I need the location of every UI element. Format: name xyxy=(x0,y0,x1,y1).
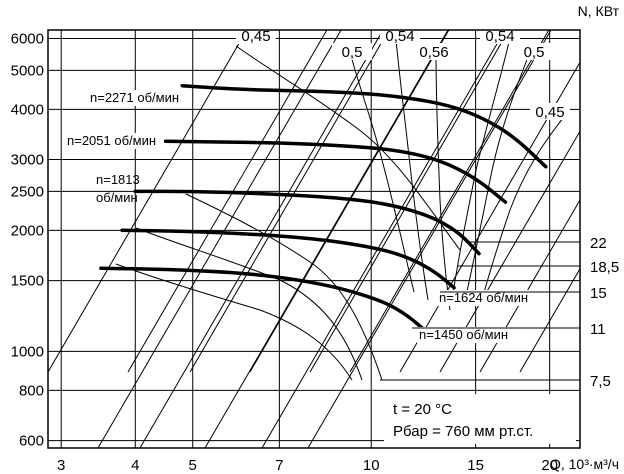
performance-curve xyxy=(120,228,456,290)
y-tick-label: 5000 xyxy=(11,62,44,79)
y-axis-label: N, КВт xyxy=(578,3,620,19)
efficiency-label-bg xyxy=(514,43,554,60)
speed-line xyxy=(261,29,506,449)
x-tick-label: 15 xyxy=(467,457,484,474)
speed-line xyxy=(307,29,552,449)
efficiency-label: 0,5 xyxy=(342,44,363,61)
speed-line xyxy=(479,199,581,373)
efficiency-label: 0,45 xyxy=(241,28,270,45)
plot-frame xyxy=(47,29,581,449)
efficiency-line xyxy=(481,111,569,301)
pressure-note: Pбар = 760 мм рт.ст. xyxy=(393,423,533,440)
x-tick-label: 20 xyxy=(541,457,558,474)
efficiency-label-bg xyxy=(530,103,570,120)
speed-line xyxy=(519,268,581,373)
efficiency-label-bg xyxy=(414,43,454,60)
y-tick-label: 1000 xyxy=(11,343,44,360)
efficiency-line xyxy=(395,39,429,301)
speed-line xyxy=(139,29,384,449)
x-axis-label: Q, 10³·м³/ч xyxy=(550,456,619,472)
speed-line xyxy=(309,29,510,373)
power-arc xyxy=(185,193,383,381)
curve-label: об/мин xyxy=(96,190,138,205)
speed-line xyxy=(97,29,342,449)
performance-curve xyxy=(180,83,548,169)
performance-curves: n=2271 об/мин n=2051 об/мин n=1813 об/мин n=… xyxy=(65,83,548,343)
speed-line xyxy=(47,29,248,373)
power-arc xyxy=(135,227,363,381)
efficiency-line xyxy=(451,37,511,301)
efficiency-line xyxy=(464,51,531,301)
power-scale-label: 7,5 xyxy=(590,373,611,390)
efficiency-label-bg xyxy=(480,27,520,44)
curve-label: n=2051 об/мин xyxy=(67,133,156,148)
temperature-note: t = 20 °C xyxy=(393,401,452,418)
curve-label: n=1624 об/мин xyxy=(439,290,528,305)
efficiency-label: 0,56 xyxy=(419,44,448,61)
efficiency-label-bg xyxy=(380,27,420,44)
efficiency-label: 0,54 xyxy=(385,28,414,45)
x-tick-label: 7 xyxy=(275,457,283,474)
efficiency-lines: 0,45 0,5 0,54 0,56 0,54 0,5 0,45 xyxy=(115,27,570,381)
efficiency-label-bg xyxy=(332,43,372,60)
speed-line xyxy=(349,29,550,373)
efficiency-label-bg xyxy=(236,27,276,44)
performance-curve xyxy=(99,266,427,332)
curve-label-bg xyxy=(88,90,186,106)
y-tick-label: 2000 xyxy=(11,222,44,239)
y-tick-label: 1500 xyxy=(11,273,44,290)
efficiency-label: 0,5 xyxy=(524,44,545,61)
x-tick-label: 5 xyxy=(189,457,197,474)
y-tick-label: 3000 xyxy=(11,152,44,169)
performance-curve xyxy=(133,189,481,256)
speed-line xyxy=(189,29,390,373)
conditions-box xyxy=(384,394,576,444)
y-tick-label: 2500 xyxy=(11,183,44,200)
power-scale-label: 22 xyxy=(590,235,607,252)
performance-curve xyxy=(163,139,508,204)
power-arc xyxy=(115,263,353,381)
curve-label-bg xyxy=(65,133,163,149)
efficiency-label: 0,54 xyxy=(485,28,514,45)
speed-line xyxy=(127,29,328,373)
x-tick-label: 3 xyxy=(57,457,65,474)
x-tick-label: 4 xyxy=(131,457,139,474)
curve-label: n=2271 об/мин xyxy=(90,90,179,105)
plot-border xyxy=(47,29,581,449)
efficiency-label: 0,45 xyxy=(535,104,564,121)
power-scale: 22 18,5 15 11 7,5 xyxy=(380,235,619,390)
efficiency-line xyxy=(235,45,461,251)
power-scale-label: 11 xyxy=(590,321,606,338)
y-tick-label: 600 xyxy=(19,433,44,450)
x-tick-label: 10 xyxy=(363,457,380,474)
curve-label: n=1813 xyxy=(96,172,140,187)
x-tick-labels: 3 4 5 7 10 15 20 xyxy=(57,457,558,474)
efficiency-line xyxy=(435,51,451,311)
y-tick-label: 6000 xyxy=(11,31,44,48)
efficiency-line xyxy=(349,51,415,293)
y-tick-label: 4000 xyxy=(11,101,44,118)
curve-label-bg xyxy=(437,290,535,306)
y-tick-labels: 600 800 1000 1500 2000 2500 3000 4000 5000 6000 xyxy=(11,31,44,450)
y-tick-label: 800 xyxy=(19,382,44,399)
curve-label: n=1450 об/мин xyxy=(419,327,508,342)
power-scale-label: 15 xyxy=(590,285,607,302)
power-scale-label: 18,5 xyxy=(590,259,619,276)
curve-label-bg xyxy=(417,327,515,343)
